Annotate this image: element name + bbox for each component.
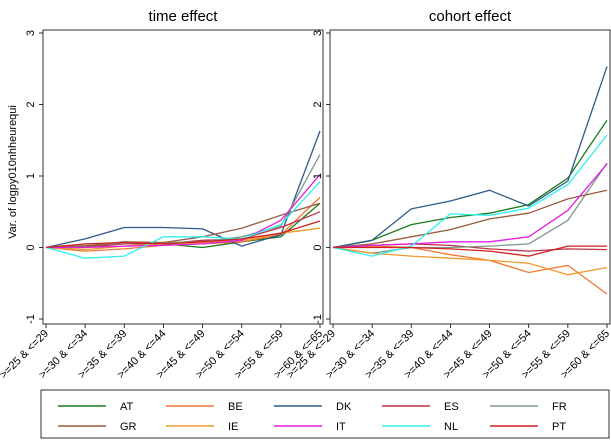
cohort-effect-y-tick-label: 0 xyxy=(312,244,324,250)
time-effect-title: time effect xyxy=(149,8,219,25)
y-axis-label: Var. of logpy010nhheurequi xyxy=(7,105,19,239)
legend-label-it: IT xyxy=(336,421,346,433)
time-effect-panel: time effect Var. of logpy010nhheurequi -… xyxy=(0,8,325,381)
legend-label-be: BE xyxy=(228,401,243,413)
cohort-effect-plot-frame xyxy=(329,29,611,325)
cohort-effect-y-tick-label: -1 xyxy=(312,314,324,324)
time-effect-series-it xyxy=(46,174,321,249)
cohort-effect-series-it xyxy=(332,163,608,249)
cohort-effect-series-fr xyxy=(332,162,608,254)
time-effect-y-tick-label: 3 xyxy=(25,30,37,36)
time-effect-y-tick-label: 2 xyxy=(25,101,37,107)
time-effect-series-pt xyxy=(45,220,321,249)
time-effect-series-nl xyxy=(45,181,321,259)
legend-label-fr: FR xyxy=(552,401,567,413)
time-effect-series-dk xyxy=(45,130,321,249)
cohort-effect-series-gr xyxy=(332,189,608,249)
time-effect-plot-frame xyxy=(42,29,324,325)
cohort-effect-series-at xyxy=(332,119,608,249)
legend-label-ie: IE xyxy=(228,421,238,433)
legend-label-at: AT xyxy=(120,401,134,413)
cohort-effect-y-tick-label: 2 xyxy=(312,101,324,107)
cohort-effect-series-dk xyxy=(332,66,608,249)
legend: AT BE DK ES FR GR IE IT NL PT xyxy=(40,389,610,439)
cohort-effect-series xyxy=(332,66,608,295)
cohort-effect-title: cohort effect xyxy=(429,8,512,25)
legend-label-es: ES xyxy=(444,401,459,413)
time-effect-y-tick-label: 1 xyxy=(25,173,37,179)
legend-box xyxy=(40,389,610,439)
cohort-effect-series-be xyxy=(332,245,608,295)
time-effect-y-tick-label: -1 xyxy=(25,314,37,324)
cohort-effect-series-ie xyxy=(332,246,608,276)
legend-label-gr: GR xyxy=(120,421,137,433)
time-effect-series-gr xyxy=(45,202,321,249)
time-effect-series xyxy=(45,130,321,259)
legend-label-pt: PT xyxy=(552,421,566,433)
time-effect-y-tick-label: 0 xyxy=(25,244,37,250)
cohort-effect-y-tick-label: 3 xyxy=(312,30,324,36)
legend-label-dk: DK xyxy=(336,401,352,413)
cohort-effect-series-nl xyxy=(332,134,608,257)
cohort-effect-series-pt xyxy=(333,245,607,257)
legend-label-nl: NL xyxy=(444,421,458,433)
cohort-effect-y-tick-label: 1 xyxy=(312,173,324,179)
